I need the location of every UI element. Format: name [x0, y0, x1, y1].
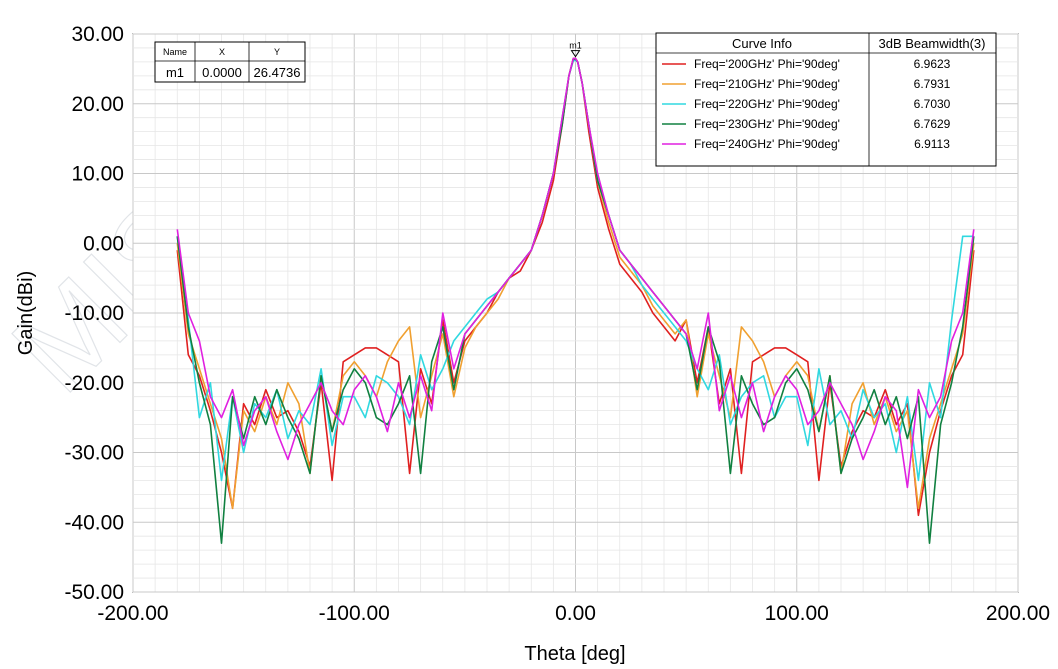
legend-entry-value: 6.9623 — [914, 57, 951, 71]
y-tick-label: -40.00 — [64, 511, 124, 534]
legend-entry-name: Freq='200GHz' Phi='90deg' — [694, 57, 840, 71]
y-tick-label: 10.00 — [71, 163, 124, 186]
x-tick-label: 100.00 — [765, 602, 829, 625]
legend-header-curve: Curve Info — [732, 36, 792, 51]
legend-entry-name: Freq='230GHz' Phi='90deg' — [694, 117, 840, 131]
x-tick-label: 0.00 — [555, 602, 596, 625]
legend-entry-value: 6.7030 — [914, 97, 951, 111]
legend-entry-name: Freq='220GHz' Phi='90deg' — [694, 97, 840, 111]
marker-table-header-y: Y — [274, 47, 280, 57]
y-tick-label: -10.00 — [64, 302, 124, 325]
x-axis-label: Theta [deg] — [524, 643, 625, 665]
x-tick-label: -200.00 — [97, 602, 168, 625]
marker-table-cell-name: m1 — [166, 65, 184, 80]
marker-table-cell-y: 26.4736 — [254, 65, 301, 80]
marker-label: m1 — [569, 41, 582, 51]
series-lines — [176, 57, 975, 544]
y-tick-label: 0.00 — [83, 232, 124, 255]
legend-entry-value: 6.9113 — [914, 137, 950, 151]
y-axis-label: Gain(dBi) — [15, 271, 37, 355]
marker-table-cell-x: 0.0000 — [202, 65, 242, 80]
y-tick-label: 30.00 — [71, 23, 124, 46]
legend-entry-name: Freq='210GHz' Phi='90deg' — [694, 77, 840, 91]
series-line-5 — [176, 57, 975, 489]
legend-entry-name: Freq='240GHz' Phi='90deg' — [694, 137, 840, 151]
legend-entry-value: 6.7629 — [914, 117, 951, 131]
y-tick-label: -30.00 — [64, 442, 124, 465]
legend: Curve Info 3dB Beamwidth(3) Freq='200GHz… — [655, 32, 997, 167]
x-tick-label: -100.00 — [319, 602, 390, 625]
y-tick-label: -50.00 — [64, 581, 124, 604]
marker-triangle — [570, 50, 581, 58]
marker-table-header-x: X — [219, 47, 225, 57]
y-tick-label: -20.00 — [64, 372, 124, 395]
legend-header-value: 3dB Beamwidth(3) — [879, 36, 986, 51]
marker-table-header-name: Name — [163, 47, 187, 57]
marker-table: Name X Y m1 0.0000 26.4736 — [154, 41, 306, 83]
x-tick-label: 200.00 — [986, 602, 1050, 625]
y-tick-label: 20.00 — [71, 93, 124, 116]
legend-rows: Freq='200GHz' Phi='90deg' 6.9623 Freq='210… — [662, 57, 951, 151]
legend-entry-value: 6.7931 — [914, 77, 951, 91]
marker-m1: m1 — [569, 41, 582, 58]
tick-labels: -200.00 -100.00 0.00 100.00 200.00 30.00 20.00… — [64, 23, 1050, 625]
series-line-3 — [176, 59, 974, 482]
